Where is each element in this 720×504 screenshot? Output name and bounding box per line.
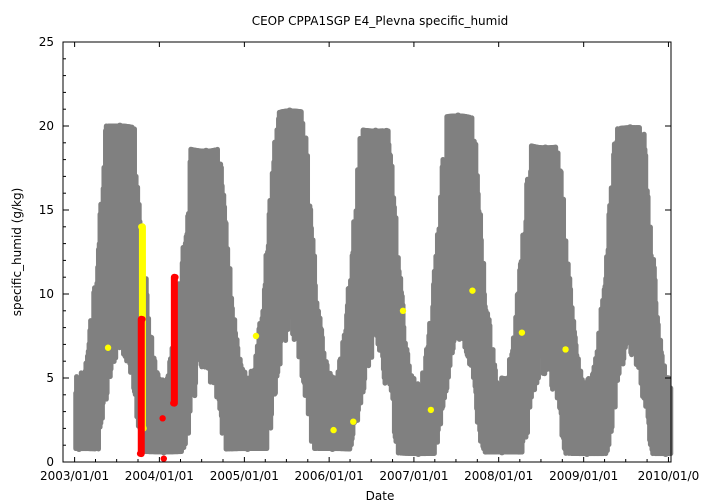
gray-series-point (116, 122, 124, 130)
yellow-series-point (252, 332, 260, 340)
y-axis-label: specific_humid (g/kg) (10, 188, 24, 317)
chart-title: CEOP CPPA1SGP E4_Plevna specific_humid (252, 14, 509, 28)
x-tick-label: 2009/01/01 (549, 469, 618, 483)
gray-series-point (541, 144, 549, 152)
gray-series-point (583, 450, 591, 457)
gray-series-point (286, 107, 294, 115)
y-tick-label: 5 (46, 371, 54, 385)
y-axis: 0 5 10 15 20 25 (39, 35, 671, 469)
gray-series-point (662, 450, 670, 457)
yellow-series-point (104, 344, 112, 351)
x-tick-label: 2010/01/0 (638, 469, 700, 483)
yellow-series-point (469, 287, 476, 294)
red-series-point (160, 455, 167, 462)
x-tick-label: 2003/01/01 (40, 469, 109, 483)
yellow-series-point (427, 406, 435, 414)
highlight-points (104, 223, 569, 462)
y-tick-label: 0 (46, 455, 54, 469)
gray-series-point (626, 124, 634, 132)
yellow-series-point (562, 346, 569, 353)
yellow-series-point (399, 307, 407, 314)
gray-series-point (329, 445, 336, 452)
y-tick-label: 25 (39, 35, 54, 49)
x-tick-label: 2005/01/01 (210, 469, 279, 483)
gray-series-point (160, 448, 168, 456)
yellow-series-point (350, 418, 357, 425)
yellow-series-point (518, 329, 526, 336)
y-tick-label: 15 (39, 203, 54, 217)
red-series-point (139, 316, 146, 323)
red-series-point (136, 450, 144, 457)
gray-series-point (202, 147, 210, 155)
y-tick-label: 20 (39, 119, 54, 133)
red-series-point (172, 274, 179, 281)
x-tick-label: 2008/01/01 (464, 469, 533, 483)
red-series-point (159, 415, 166, 422)
gray-series-band (73, 107, 674, 457)
yellow-series-point (330, 426, 337, 434)
gray-series-point (414, 450, 422, 457)
gray-series-point (372, 127, 379, 135)
x-tick-label: 2006/01/01 (295, 469, 364, 483)
x-tick-label: 2004/01/01 (125, 469, 194, 483)
x-axis: 2003/01/01 2004/01/01 2005/01/01 2006/01/01… (40, 42, 699, 483)
plot-frame (62, 41, 672, 463)
red-series-point (170, 400, 177, 407)
y-tick-label: 10 (39, 287, 54, 301)
x-tick-label: 2007/01/01 (379, 469, 448, 483)
yellow-series-point (138, 223, 145, 230)
gray-series-point (454, 112, 462, 120)
x-axis-label: Date (366, 489, 395, 503)
gray-series-point (75, 445, 83, 452)
gray-series-point (244, 445, 252, 452)
gray-series-point (498, 448, 506, 456)
